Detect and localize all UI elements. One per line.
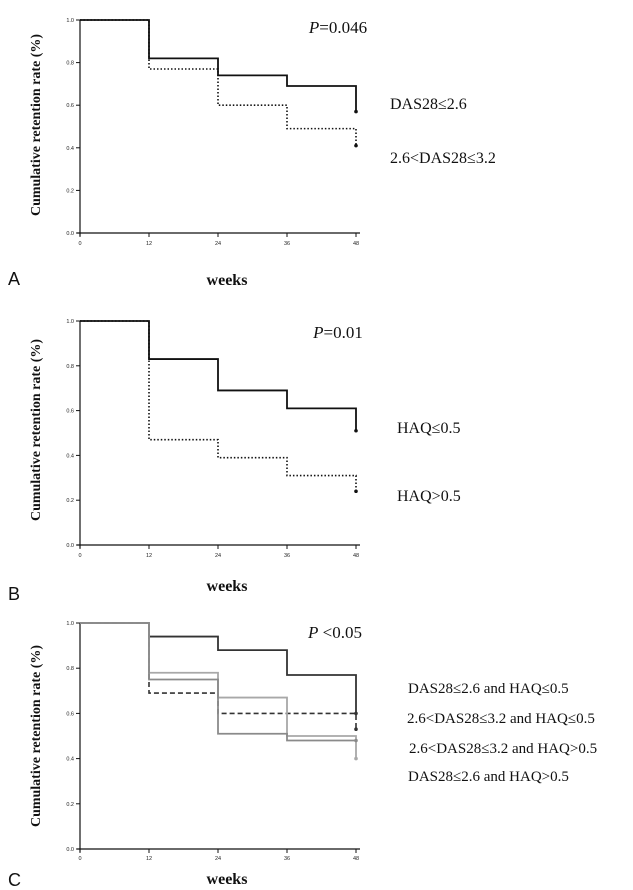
x-tick-label: 36 (284, 553, 290, 559)
p-value-annotation: P=0.046 (308, 18, 367, 37)
series-end-point (354, 143, 358, 148)
series-line-2 (80, 19, 357, 146)
series-end-point (354, 738, 358, 743)
x-tick-label: 0 (78, 856, 81, 862)
p-symbol: P (307, 623, 318, 642)
legend-label: 2.6<DAS28≤3.2 and HAQ>0.5 (409, 741, 597, 757)
y-tick-label: 1.0 (66, 319, 74, 325)
y-axis-label: Cumulative retention rate (%) (29, 645, 44, 827)
p-value-annotation: P <0.05 (307, 623, 362, 642)
series-line-4 (80, 622, 356, 742)
y-tick-label: 0.4 (66, 146, 74, 152)
y-tick-label: 0.6 (66, 409, 74, 415)
x-tick-label: 36 (284, 856, 290, 862)
y-axis-label: Cumulative retention rate (%) (29, 339, 44, 521)
y-tick-label: 0.6 (66, 711, 74, 717)
x-tick-label: 24 (215, 856, 221, 862)
y-tick-label: 0.0 (66, 847, 74, 853)
y-tick-label: 0.2 (66, 188, 74, 194)
legend-label: 2.6<DAS28≤3.2 (390, 150, 496, 167)
x-tick-label: 12 (146, 553, 152, 559)
x-tick-label: 12 (146, 856, 152, 862)
y-tick-label: 0.8 (66, 666, 74, 672)
p-value-annotation: P=0.01 (312, 323, 363, 342)
panel-label: B (8, 584, 20, 604)
p-value: =0.01 (324, 323, 363, 342)
panel-label: A (8, 269, 20, 289)
chart-panel-B: 0.0 0.2 0.4 0.6 0.8 1.0 0 12 24 36 48 Cumulative re… (8, 319, 461, 604)
x-axis-label: weeks (207, 871, 248, 888)
legend-label: HAQ≤0.5 (397, 420, 460, 437)
series-end-point (354, 109, 358, 114)
x-tick-label: 24 (215, 553, 221, 559)
series-end-point (354, 428, 358, 433)
y-tick-label: 1.0 (66, 18, 74, 24)
p-value: <0.05 (318, 623, 362, 642)
y-tick-label: 0.8 (66, 364, 74, 370)
y-tick-label: 0.8 (66, 61, 74, 67)
x-tick-label: 48 (353, 553, 359, 559)
x-tick-label: 0 (78, 241, 81, 247)
series-line-2 (80, 320, 357, 492)
series-end-point (354, 756, 358, 761)
x-axis-label: weeks (207, 272, 248, 289)
y-tick-label: 0.4 (66, 453, 74, 459)
y-tick-label: 0.2 (66, 802, 74, 808)
y-tick-label: 1.0 (66, 621, 74, 627)
series-end-point (354, 727, 358, 732)
legend-label: DAS28≤2.6 and HAQ≤0.5 (408, 681, 569, 697)
x-tick-label: 48 (353, 856, 359, 862)
legend-label: 2.6<DAS28≤3.2 and HAQ≤0.5 (407, 711, 595, 727)
chart-panel-C: 0.0 0.2 0.4 0.6 0.8 1.0 0 12 24 36 48 Cumulative re… (8, 621, 597, 890)
x-axis-label: weeks (207, 578, 248, 595)
p-value: =0.046 (319, 18, 367, 37)
series-end-point (354, 711, 358, 716)
legend-label: HAQ>0.5 (397, 488, 461, 505)
chart-panel-A: 0.0 0.2 0.4 0.6 0.8 1.0 0 12 24 36 48 Cumulative re… (8, 18, 496, 289)
x-tick-label: 36 (284, 241, 290, 247)
x-tick-label: 48 (353, 241, 359, 247)
y-tick-label: 0.0 (66, 543, 74, 549)
y-tick-label: 0.4 (66, 757, 74, 763)
p-symbol: P (308, 18, 319, 37)
x-tick-label: 0 (78, 553, 81, 559)
panel-label: C (8, 870, 21, 890)
y-axis-label: Cumulative retention rate (%) (29, 34, 44, 216)
y-tick-label: 0.0 (66, 231, 74, 237)
y-tick-label: 0.2 (66, 498, 74, 504)
p-symbol: P (312, 323, 323, 342)
y-tick-label: 0.6 (66, 103, 74, 109)
legend-label: DAS28≤2.6 (390, 96, 467, 113)
series-end-point (354, 489, 358, 494)
x-tick-label: 24 (215, 241, 221, 247)
x-tick-label: 12 (146, 241, 152, 247)
legend-label: DAS28≤2.6 and HAQ>0.5 (408, 769, 569, 785)
